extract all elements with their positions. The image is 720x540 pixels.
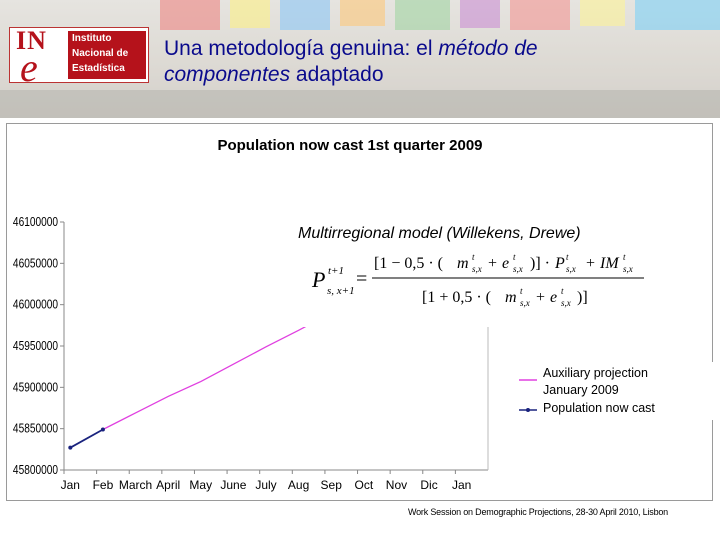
svg-text:s,x: s,x: [513, 264, 523, 274]
svg-text:e: e: [550, 289, 557, 306]
y-tick-label: 46050000: [13, 256, 59, 270]
svg-text:s,x: s,x: [472, 264, 482, 274]
svg-text:t: t: [566, 252, 569, 262]
legend: [513, 362, 713, 420]
y-tick-label: 46100000: [13, 215, 59, 229]
x-tick-label: Jan: [452, 478, 471, 492]
svg-text:s,x: s,x: [566, 264, 576, 274]
x-tick-label: Nov: [386, 478, 407, 492]
footer-note: Work Session on Demographic Projections,…: [408, 507, 668, 517]
nowcast-point: [68, 445, 73, 450]
svg-text:t: t: [513, 252, 516, 262]
svg-text:)] ·: )] ·: [530, 255, 550, 272]
svg-text:t: t: [520, 286, 523, 296]
svg-text:t: t: [472, 252, 475, 262]
x-tick-label: Feb: [93, 478, 114, 492]
svg-text:IM: IM: [599, 255, 620, 272]
y-tick-label: 45850000: [13, 422, 59, 436]
svg-text:t+1: t+1: [328, 265, 344, 277]
svg-text:s,x: s,x: [561, 298, 571, 308]
logo-line-2: Nacional de: [72, 48, 129, 59]
svg-text:=: =: [356, 268, 367, 290]
svg-text:s,x: s,x: [623, 264, 633, 274]
legend-label-nowcast: Population now cast: [543, 401, 655, 415]
x-tick-label: Aug: [288, 478, 309, 492]
svg-text:s,x: s,x: [520, 298, 530, 308]
x-tick-label: Jan: [61, 478, 80, 492]
formula-label: Multirregional model (Willekens, Drewe): [298, 225, 581, 242]
svg-text:t: t: [623, 252, 626, 262]
x-tick-label: Sep: [321, 478, 343, 492]
svg-text:+: +: [488, 255, 497, 272]
svg-text:m: m: [457, 255, 469, 272]
svg-text:e: e: [502, 255, 509, 272]
chart-title: Population now cast 1st quarter 2009: [217, 137, 483, 154]
legend-label-auxiliary: Auxiliary projection January 2009: [543, 366, 648, 397]
y-tick-label: 45900000: [13, 380, 59, 394]
y-tick-label: 45950000: [13, 339, 59, 353]
series-line-nowcast: [69, 428, 104, 449]
svg-text:s, x+1: s, x+1: [327, 285, 355, 297]
y-tick-label: 45800000: [13, 463, 59, 477]
svg-text:[1 − 0,5 · (: [1 − 0,5 · (: [374, 255, 443, 272]
svg-text:[1 + 0,5 · (: [1 + 0,5 · (: [422, 289, 491, 306]
logo-line-1: Instituto: [72, 33, 112, 44]
svg-text:P: P: [311, 267, 325, 292]
logo-line-3: Estadística: [72, 63, 125, 74]
svg-text:t: t: [561, 286, 564, 296]
x-tick-label: May: [189, 478, 212, 492]
svg-text:m: m: [505, 289, 517, 306]
formula-image: P t+1 s, x+1 = [1 − 0,5 · ( m ts,x + e ts,…: [311, 252, 644, 308]
x-tick-label: June: [220, 478, 246, 492]
nowcast-point: [100, 427, 105, 432]
x-tick-label: Dic: [420, 478, 437, 492]
x-tick-label: July: [255, 478, 276, 492]
svg-text:+: +: [536, 289, 545, 306]
y-tick-label: 46000000: [13, 298, 59, 312]
x-tick-label: Oct: [355, 478, 374, 492]
x-tick-label: April: [156, 478, 180, 492]
legend-marker-nowcast: [526, 408, 530, 412]
slide-title: Una metodología genuina: el método de com…: [164, 37, 538, 86]
x-tick-label: March: [119, 478, 152, 492]
svg-text:+: +: [586, 255, 595, 272]
svg-text:P: P: [554, 255, 565, 272]
ine-logo: IN e Instituto Nacional de Estadística: [9, 26, 149, 90]
svg-text:)]: )]: [577, 289, 588, 306]
formula-box: P t+1 s, x+1 = [1 − 0,5 · ( m t s,x + e t s,…: [292, 222, 670, 327]
